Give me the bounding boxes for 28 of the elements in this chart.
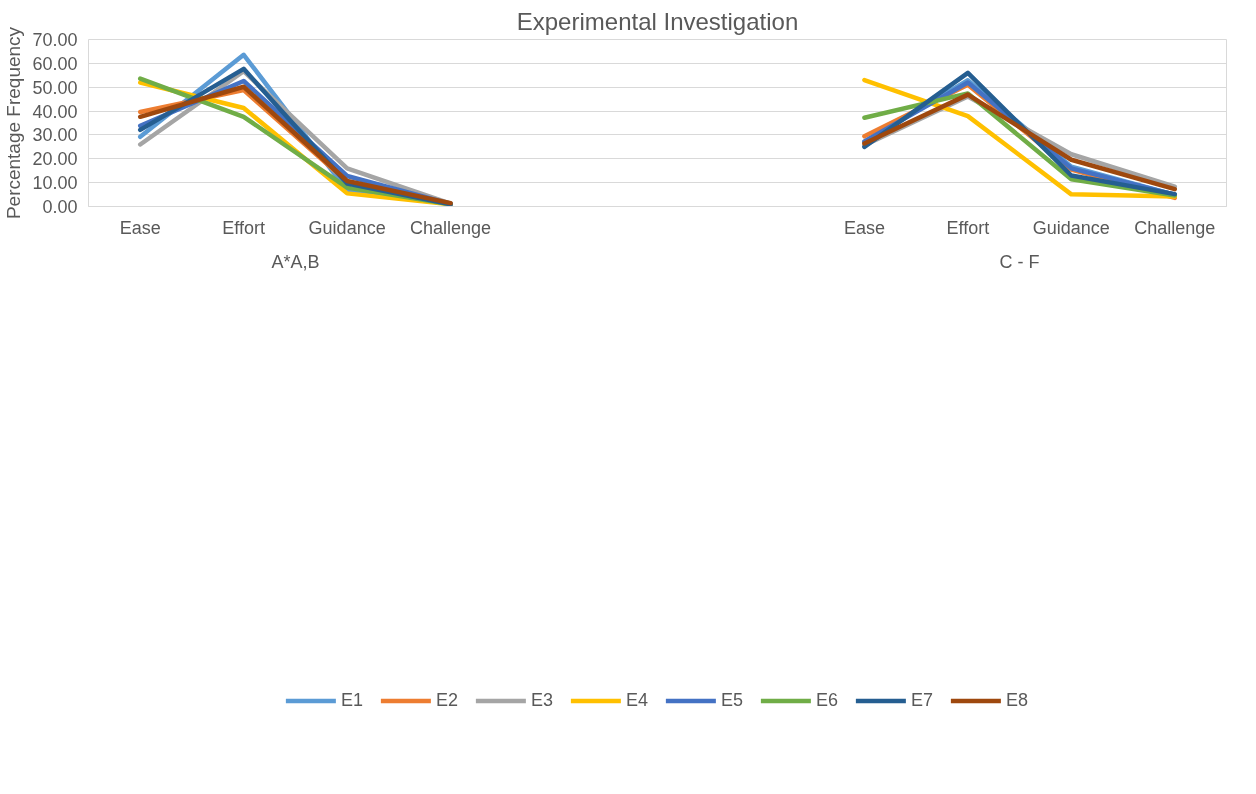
legend-label: E3 (530, 689, 553, 711)
x-tick-label: Ease (119, 217, 161, 238)
legend-label: E6 (816, 689, 839, 711)
y-axis-title: Percentage Frequency (3, 26, 25, 220)
legend-label: E8 (1006, 689, 1029, 711)
y-tick-label: 60.00 (32, 53, 78, 74)
legend-label: E1 (340, 689, 363, 711)
y-tick-label: 30.00 (32, 125, 78, 146)
y-tick-label: 10.00 (32, 173, 78, 194)
x-tick-label: Effort (222, 217, 266, 238)
y-tick-label: 40.00 (32, 101, 78, 122)
x-tick-label: Ease (843, 217, 885, 238)
y-tick-label: 20.00 (32, 149, 78, 170)
x-tick-label: Effort (946, 217, 990, 238)
legend-label: E2 (435, 689, 458, 711)
y-tick-label: 50.00 (32, 77, 78, 98)
legend-label: E7 (911, 689, 934, 711)
x-tick-label: Guidance (1032, 217, 1110, 238)
text: A*A,B (271, 251, 320, 272)
text: C - F (999, 251, 1040, 272)
x-tick-label: Challenge (410, 217, 492, 238)
legend-label: E5 (721, 689, 744, 711)
y-tick-label: 0.00 (42, 197, 78, 217)
x-tick-label: Challenge (1134, 217, 1216, 238)
legend-label: E4 (625, 689, 648, 711)
y-tick-label: 70.00 (32, 30, 78, 50)
chart-title: Experimental Investigation (516, 7, 799, 35)
x-tick-label: Guidance (308, 217, 386, 238)
